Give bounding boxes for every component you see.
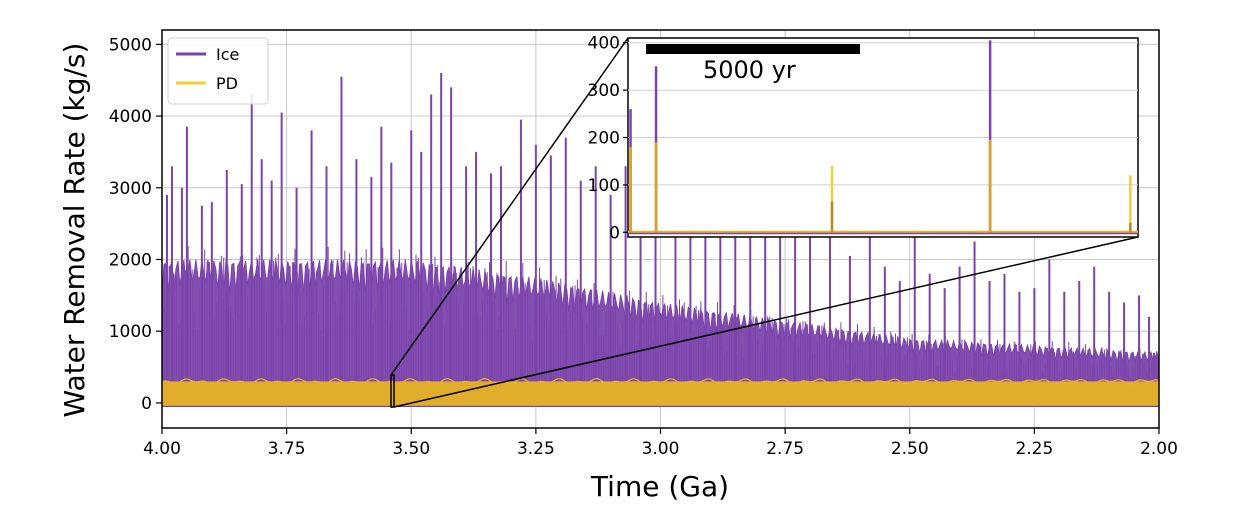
zoom-source-box xyxy=(390,374,395,408)
x-axis-ticks: 4.00 3.75 3.50 3.25 3.00 2.75 2.50 2.25 2.00 xyxy=(143,428,1178,459)
legend-label-pd: PD xyxy=(216,74,238,93)
legend-label-ice: Ice xyxy=(216,45,239,64)
x-tick-label: 3.75 xyxy=(268,439,306,459)
series-pd-band xyxy=(162,381,1159,406)
x-tick-label: 2.50 xyxy=(891,439,929,459)
x-tick-label: 3.25 xyxy=(517,439,555,459)
inset-tick-label: 100 xyxy=(588,176,620,196)
inset-tick-label: 400 xyxy=(588,34,620,54)
y-axis-label: Water Removal Rate (kg/s) xyxy=(58,43,91,418)
inset: 0 100 200 300 400 5000 yr xyxy=(588,34,1139,243)
inset-data xyxy=(628,40,1138,235)
y-tick-label: 5000 xyxy=(109,35,152,55)
x-axis-label: Time (Ga) xyxy=(590,470,729,503)
series-pd-trace xyxy=(161,377,1160,385)
y-tick-label: 4000 xyxy=(109,107,152,127)
x-tick-label: 3.50 xyxy=(392,439,430,459)
y-tick-label: 0 xyxy=(141,394,152,414)
zoom-connector xyxy=(390,37,1139,408)
y-tick-label: 1000 xyxy=(109,322,152,342)
scale-bar-label: 5000 yr xyxy=(703,56,796,84)
y-tick-label: 2000 xyxy=(109,250,152,270)
inset-tick-label: 0 xyxy=(609,223,620,243)
legend: Ice PD xyxy=(167,37,269,105)
data-area xyxy=(161,73,1160,407)
x-tick-label: 3.00 xyxy=(642,439,680,459)
scale-bar xyxy=(646,44,860,54)
x-tick-label: 4.00 xyxy=(143,439,181,459)
x-tick-label: 2.25 xyxy=(1015,439,1053,459)
x-tick-label: 2.00 xyxy=(1140,439,1178,459)
y-axis-ticks: 0 1000 2000 3000 4000 5000 xyxy=(109,35,162,414)
zoom-line-top xyxy=(390,37,629,376)
inset-tick-label: 300 xyxy=(588,81,620,101)
x-tick-label: 2.75 xyxy=(766,439,804,459)
inset-tick-label: 200 xyxy=(588,129,620,149)
inset-y-ticks: 0 100 200 300 400 xyxy=(588,34,628,243)
zoom-line-bottom xyxy=(393,236,1139,408)
y-tick-label: 3000 xyxy=(109,179,152,199)
